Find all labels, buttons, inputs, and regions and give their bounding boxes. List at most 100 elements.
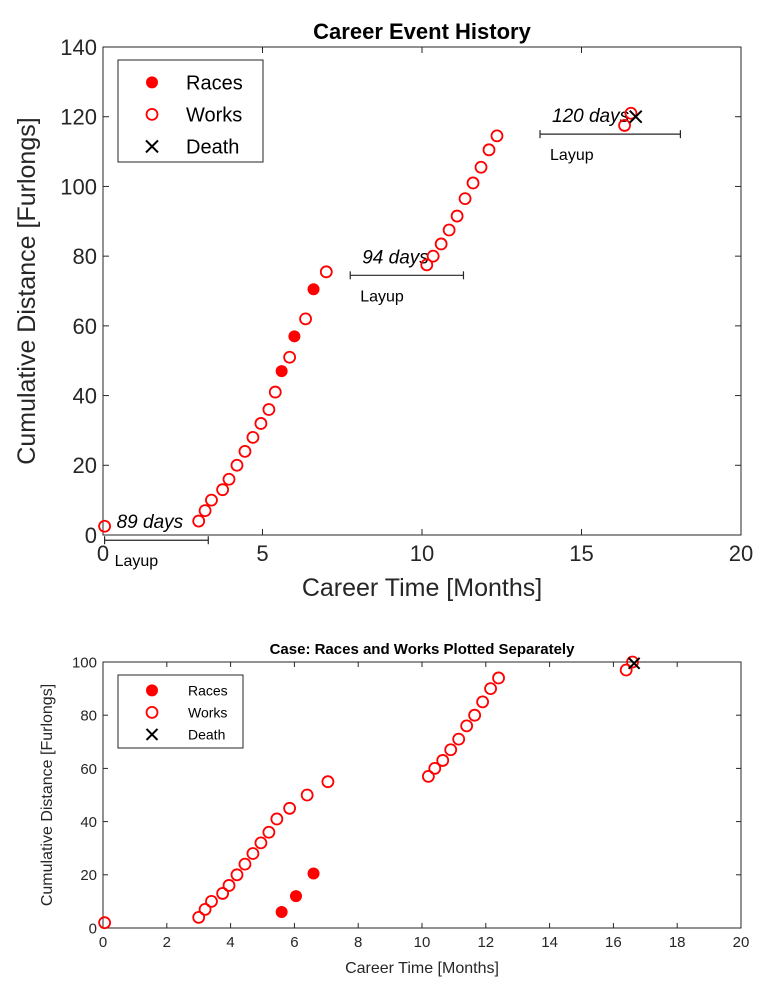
race-point bbox=[307, 867, 320, 880]
chart-2: 0 2 4 6 8 10 12 14 16 18 20 0 20 40 60 80 100 Case: Races… bbox=[39, 641, 749, 977]
work-point bbox=[626, 655, 639, 669]
x-tick-label: 10 bbox=[410, 541, 434, 566]
legend-label: Races bbox=[188, 682, 228, 698]
work-point bbox=[444, 743, 458, 757]
legend-label: Works bbox=[188, 704, 227, 720]
x-tick-label: 6 bbox=[290, 934, 298, 951]
series-works bbox=[98, 655, 639, 930]
work-point bbox=[246, 847, 260, 860]
work-point bbox=[205, 493, 218, 507]
layup-annotation: 94 days Layup bbox=[349, 247, 465, 305]
series-death bbox=[627, 657, 641, 670]
legend-label: Death bbox=[186, 137, 239, 159]
work-point bbox=[262, 403, 276, 416]
x-tick-label: 14 bbox=[541, 934, 558, 951]
work-point bbox=[452, 732, 466, 746]
work-point bbox=[299, 312, 312, 326]
work-point bbox=[222, 879, 236, 892]
race-point bbox=[288, 330, 301, 343]
x-tick-label: 12 bbox=[477, 934, 494, 951]
x-tick-label: 4 bbox=[226, 934, 234, 951]
race-point bbox=[275, 365, 288, 378]
work-point bbox=[246, 430, 260, 444]
death-point bbox=[627, 657, 641, 670]
work-point bbox=[230, 868, 244, 882]
y-tick-label: 20 bbox=[73, 453, 97, 478]
work-point bbox=[262, 825, 276, 839]
work-point bbox=[321, 775, 335, 789]
race-point bbox=[289, 890, 302, 903]
work-point bbox=[222, 472, 236, 486]
y-tick-label: 40 bbox=[80, 814, 97, 831]
layup-annotation: 89 days Layup bbox=[103, 512, 209, 570]
legend-marker-races bbox=[146, 76, 158, 89]
y-tick-label: 120 bbox=[60, 105, 97, 130]
work-point bbox=[198, 504, 212, 518]
y-tick-label: 80 bbox=[80, 708, 97, 725]
work-point bbox=[421, 769, 435, 783]
x-tick-label: 20 bbox=[733, 934, 750, 951]
work-point bbox=[238, 857, 252, 871]
legend-box bbox=[117, 674, 244, 749]
work-point bbox=[283, 801, 297, 815]
work-point bbox=[434, 237, 448, 251]
layup-days-label: 94 days bbox=[362, 247, 429, 268]
legend-marker-races bbox=[146, 684, 158, 697]
chart-1: 0 5 10 15 20 0 20 40 60 80 100 120 140 Career Event H… bbox=[13, 19, 753, 602]
work-point bbox=[270, 812, 284, 826]
work-point bbox=[460, 719, 474, 733]
legend: Races Works Death bbox=[117, 59, 264, 163]
legend-box bbox=[117, 59, 264, 163]
x-tick-label: 10 bbox=[414, 934, 431, 951]
work-point bbox=[230, 458, 244, 472]
layup-label: Layup bbox=[360, 288, 404, 305]
layup-label: Layup bbox=[115, 553, 159, 570]
work-point bbox=[216, 483, 230, 497]
legend-label: Races bbox=[186, 73, 243, 95]
work-point bbox=[484, 682, 497, 695]
work-point bbox=[490, 129, 504, 143]
work-point bbox=[428, 762, 442, 775]
work-point bbox=[450, 209, 464, 223]
y-tick-label: 40 bbox=[73, 383, 97, 408]
x-tick-label: 16 bbox=[605, 934, 622, 951]
x-axis-title: Career Time [Months] bbox=[302, 574, 542, 602]
y-tick-label: 60 bbox=[73, 314, 97, 339]
x-tick-label: 0 bbox=[99, 934, 107, 951]
work-point bbox=[283, 350, 297, 364]
x-tick-label: 15 bbox=[569, 541, 593, 566]
race-point bbox=[307, 283, 320, 296]
work-point bbox=[205, 895, 218, 908]
legend: Races Works Death bbox=[117, 674, 244, 749]
y-tick-label: 140 bbox=[60, 35, 97, 60]
layup-annotation: 120 days Layup bbox=[539, 106, 681, 164]
y-tick-label: 20 bbox=[80, 867, 97, 884]
work-point bbox=[624, 106, 638, 120]
work-point bbox=[426, 249, 440, 263]
x-axis-title: Career Time [Months] bbox=[345, 960, 499, 977]
work-point bbox=[216, 887, 230, 900]
series-death bbox=[629, 110, 643, 124]
legend-marker-death bbox=[145, 139, 159, 154]
layup-label: Layup bbox=[550, 147, 594, 164]
legend-label: Death bbox=[188, 726, 225, 742]
work-point bbox=[98, 519, 111, 533]
work-point bbox=[618, 119, 631, 132]
y-tick-label: 80 bbox=[73, 244, 97, 269]
chart-title: Career Event History bbox=[313, 19, 531, 44]
layup-days-label: 89 days bbox=[117, 512, 184, 533]
work-point bbox=[192, 514, 206, 528]
legend-marker-works bbox=[145, 706, 159, 719]
y-axis-title: Cumulative Distance [Furlongs] bbox=[39, 684, 56, 906]
work-point bbox=[468, 708, 482, 722]
work-point bbox=[319, 265, 333, 279]
work-point bbox=[198, 902, 212, 916]
chart-title: Case: Races and Works Plotted Separately bbox=[270, 641, 575, 658]
x-tick-label: 5 bbox=[256, 541, 268, 566]
work-point bbox=[254, 417, 268, 430]
work-point bbox=[619, 663, 633, 677]
layup-days-label: 120 days bbox=[552, 106, 630, 127]
work-point bbox=[466, 176, 480, 190]
work-point bbox=[474, 160, 488, 174]
